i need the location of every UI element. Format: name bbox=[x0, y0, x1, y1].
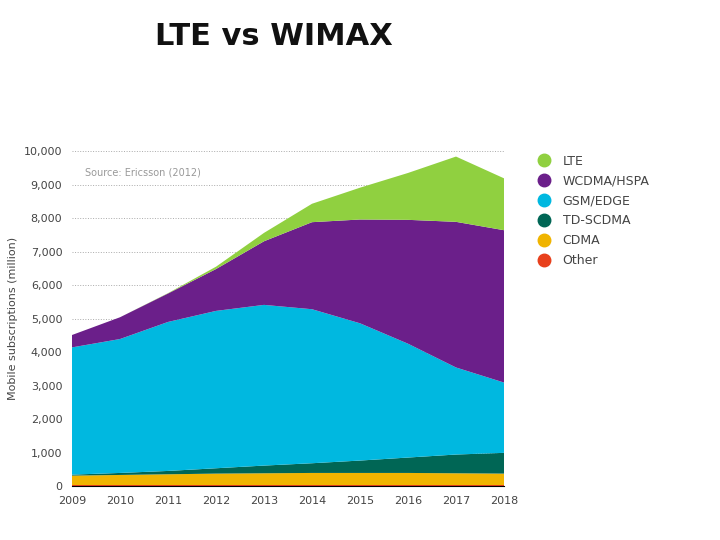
Text: LTE vs WIMAX: LTE vs WIMAX bbox=[155, 22, 392, 51]
Text: Source: Ericsson (2012): Source: Ericsson (2012) bbox=[85, 168, 201, 178]
Legend: LTE, WCDMA/HSPA, GSM/EDGE, TD-SCDMA, CDMA, Other: LTE, WCDMA/HSPA, GSM/EDGE, TD-SCDMA, CDM… bbox=[528, 151, 653, 271]
Y-axis label: Mobile subscriptions (million): Mobile subscriptions (million) bbox=[8, 237, 18, 400]
